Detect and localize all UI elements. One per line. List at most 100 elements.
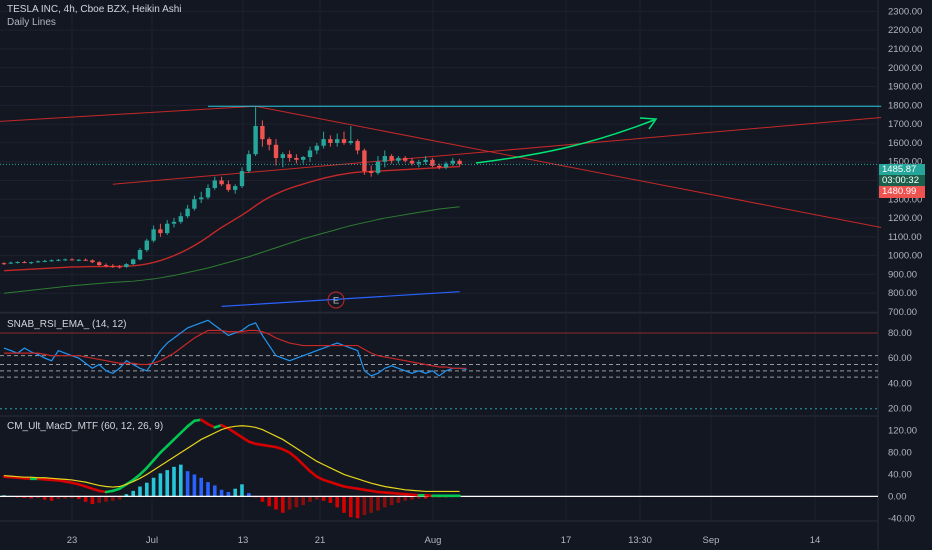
candle-body: [382, 156, 387, 162]
candle: [362, 148, 367, 175]
price-tick-label: 900.00: [888, 269, 917, 280]
price-tick-label: 1500.00: [888, 157, 922, 168]
macd-histogram-bar: [342, 496, 346, 513]
macd-histogram-bar: [355, 496, 360, 519]
macd-line-segment: [301, 463, 312, 473]
macd-tick-label: 40.00: [888, 469, 912, 480]
candle-body: [443, 163, 449, 168]
macd-histogram-bar: [124, 494, 129, 497]
macd-line-segment: [138, 466, 149, 476]
macd-histogram-bar: [199, 477, 203, 497]
candle: [457, 158, 462, 167]
candle: [375, 156, 381, 175]
macd-histogram-bar: [117, 496, 122, 500]
candle-body: [314, 145, 319, 151]
macd-histogram-bar: [192, 474, 197, 497]
price-tick-label: 1800.00: [888, 100, 922, 111]
macd-histogram-bar: [90, 496, 95, 505]
candle: [267, 137, 272, 151]
candle: [97, 261, 102, 266]
time-tick-label: 14: [810, 535, 821, 546]
price-tick-label: 800.00: [888, 288, 917, 299]
macd-histogram-bar: [328, 496, 333, 503]
time-tick-label: 21: [315, 535, 326, 546]
candle: [137, 248, 143, 261]
candle: [348, 126, 353, 145]
candle-body: [450, 160, 455, 164]
candle-body: [301, 157, 306, 160]
candle: [103, 263, 109, 268]
macd-line-segment: [186, 419, 196, 428]
macd-line-segment: [131, 473, 142, 482]
candle-body: [335, 139, 340, 143]
macd-line-segment: [199, 418, 210, 426]
price-pane[interactable]: E: [0, 105, 882, 309]
candle-body: [137, 250, 143, 260]
macd-histogram-bar: [29, 496, 33, 499]
macd-histogram-bar: [22, 496, 27, 499]
macd-histogram-bar: [294, 496, 299, 508]
macd-histogram-bar: [403, 496, 407, 501]
candle-body: [49, 260, 54, 262]
candle-body: [205, 188, 211, 198]
candle-body: [29, 262, 34, 264]
time-axis[interactable]: 23 Jul 13 21 Aug 17 13:30 Sep 14: [67, 535, 821, 546]
macd-line-segment: [152, 451, 162, 462]
candle: [35, 260, 41, 263]
candle: [22, 260, 27, 264]
candle-body: [253, 126, 258, 155]
price-tick-label: 2000.00: [888, 63, 922, 74]
rsi-pane[interactable]: [0, 319, 878, 410]
candle-body: [294, 157, 299, 160]
candle-body: [158, 229, 163, 234]
macd-line-segment: [165, 438, 176, 448]
candle: [117, 265, 122, 269]
countdown-tag: 03:00:32: [879, 175, 925, 187]
projection-arrow-head: [639, 117, 658, 130]
macd-histogram-bar: [335, 496, 339, 508]
candle: [239, 167, 245, 188]
time-tick-label: 23: [67, 535, 78, 546]
candle: [396, 156, 401, 164]
price-tick-label: 2100.00: [888, 44, 922, 55]
candle-body: [280, 154, 285, 158]
macd-histogram-bar: [281, 496, 285, 513]
candle: [430, 157, 435, 168]
candle-body: [42, 260, 47, 262]
macd-histogram-bar: [260, 496, 265, 502]
candle: [328, 135, 333, 147]
macd-histogram-bar: [111, 496, 115, 501]
candle-body: [124, 264, 129, 267]
candle: [151, 225, 156, 243]
price-tick-label: 1200.00: [888, 213, 922, 224]
candle-body: [69, 259, 75, 261]
macd-histogram-bar: [274, 496, 278, 510]
price-axis[interactable]: 700.00 800.00 900.00 1000.00 1100.00 1200.00 1…: [888, 6, 922, 524]
candle: [42, 259, 47, 263]
projection-arrow: [475, 119, 655, 164]
macd-histogram-bar: [213, 485, 217, 497]
macd-histogram-bar: [417, 496, 421, 499]
candle: [199, 191, 204, 204]
candle: [423, 156, 428, 165]
candle: [1, 262, 7, 266]
trend-line-upper_channel: [0, 105, 256, 122]
macd-histogram-bar: [97, 496, 101, 503]
candle-body: [165, 223, 170, 234]
candle: [437, 163, 442, 170]
candle: [29, 261, 34, 265]
candle: [273, 139, 279, 166]
candle: [253, 107, 258, 157]
candle-body: [171, 221, 177, 224]
macd-pane[interactable]: [0, 418, 878, 519]
candle: [212, 176, 217, 190]
candle-body: [348, 141, 353, 143]
macd-line-segment: [159, 444, 169, 454]
macd-histogram-bar: [423, 496, 428, 499]
candle-body: [131, 259, 136, 265]
candle: [233, 184, 238, 194]
candle-body: [192, 199, 197, 209]
candle: [355, 139, 360, 155]
